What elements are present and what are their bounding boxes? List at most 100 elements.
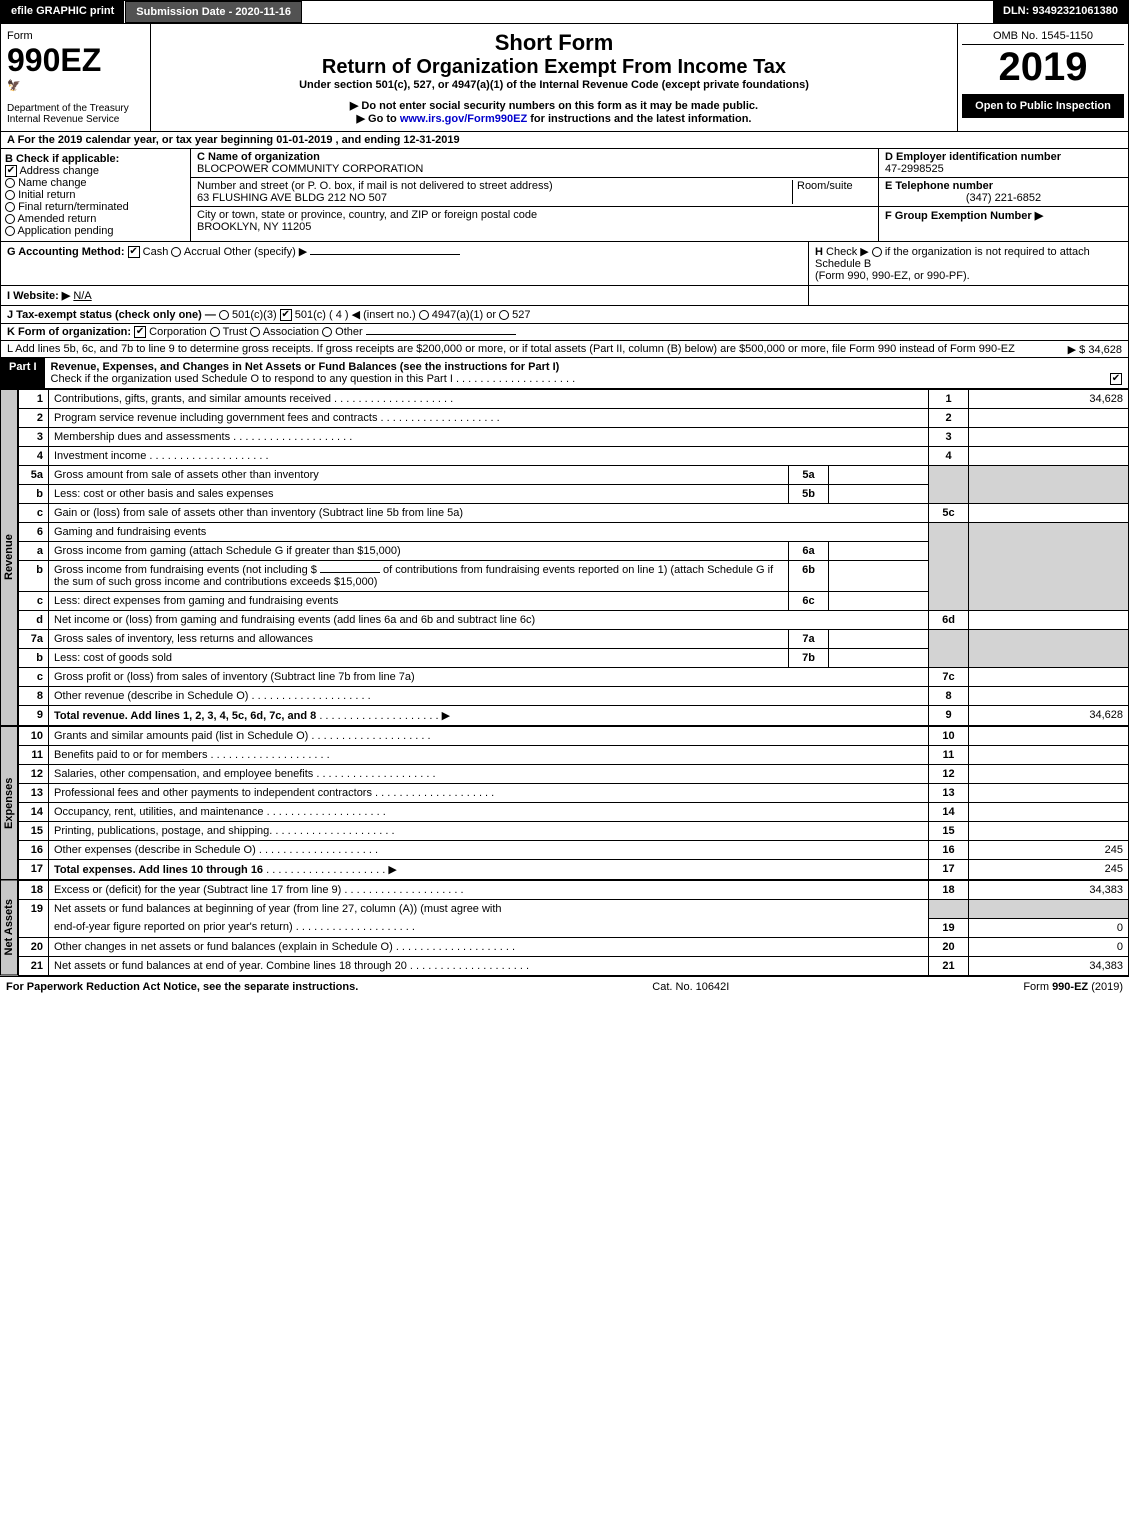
lno-7c: c — [19, 668, 49, 687]
lno-4: 4 — [19, 447, 49, 466]
amt-12 — [969, 765, 1129, 784]
line-6b-amount-input[interactable] — [320, 572, 380, 573]
line-7c-desc: Gross profit or (loss) from sales of inv… — [54, 671, 415, 683]
open-public-inspection: Open to Public Inspection — [962, 94, 1124, 118]
rno-11: 11 — [929, 746, 969, 765]
4947-label: 4947(a)(1) or — [432, 309, 496, 321]
street-value: 63 FLUSHING AVE BLDG 212 NO 507 — [197, 192, 792, 204]
amt-5c — [969, 504, 1129, 523]
toolbar-spacer — [302, 1, 993, 23]
lno-6a: a — [19, 542, 49, 561]
line-2-desc: Program service revenue including govern… — [54, 412, 377, 424]
line-l: L Add lines 5b, 6c, and 7b to line 9 to … — [0, 341, 1129, 358]
dots — [456, 373, 575, 385]
form-ref: Form 990-EZ (2019) — [1023, 981, 1123, 993]
checkbox-application-pending[interactable] — [5, 226, 15, 236]
line-6-desc: Gaming and fundraising events — [54, 526, 206, 538]
h-text3: (Form 990, 990-EZ, or 990-PF). — [815, 270, 970, 282]
form-of-org-label: K Form of organization: — [7, 326, 131, 338]
other-org-input[interactable] — [366, 334, 516, 335]
checkbox-trust[interactable] — [210, 327, 220, 337]
entity-info-block: B Check if applicable: Address change Na… — [0, 149, 1129, 242]
lno-21: 21 — [19, 956, 49, 975]
efile-print-button[interactable]: efile GRAPHIC print — [1, 1, 125, 23]
checkbox-amended-return[interactable] — [5, 214, 15, 224]
radio-527[interactable] — [499, 310, 509, 320]
rno-12: 12 — [929, 765, 969, 784]
subamt-6b — [829, 561, 929, 592]
box-def: D Employer identification number 47-2998… — [878, 149, 1128, 241]
lno-6d: d — [19, 611, 49, 630]
line-18-desc: Excess or (deficit) for the year (Subtra… — [54, 884, 341, 896]
subamt-7b — [829, 649, 929, 668]
527-label: 527 — [512, 309, 530, 321]
line-3-desc: Membership dues and assessments — [54, 431, 230, 443]
line-i: I Website: ▶ N/A — [0, 286, 1129, 306]
radio-501c3[interactable] — [219, 310, 229, 320]
other-specify-input[interactable] — [310, 254, 460, 255]
h-check-text: Check ▶ — [826, 246, 869, 258]
form-word: Form — [7, 30, 144, 42]
checkbox-schedule-o-used[interactable] — [1110, 373, 1122, 385]
line-13-desc: Professional fees and other payments to … — [54, 787, 372, 799]
line-4-desc: Investment income — [54, 450, 146, 462]
line-g-h: G Accounting Method: Cash Accrual Other … — [0, 242, 1129, 286]
checkbox-address-change[interactable] — [5, 165, 17, 177]
phone-label: E Telephone number — [885, 180, 1122, 192]
checkbox-cash[interactable] — [128, 246, 140, 258]
checkbox-corporation[interactable] — [134, 326, 146, 338]
checkbox-name-change[interactable] — [5, 178, 15, 188]
checkbox-initial-return[interactable] — [5, 190, 15, 200]
line-15-desc: Printing, publications, postage, and shi… — [54, 825, 272, 837]
city-label: City or town, state or province, country… — [197, 209, 872, 221]
rno-8: 8 — [929, 687, 969, 706]
main-title: Return of Organization Exempt From Incom… — [157, 56, 951, 79]
net-assets-table: 18 Excess or (deficit) for the year (Subt… — [18, 880, 1129, 976]
tax-year: 2019 — [962, 45, 1124, 90]
line-6d-desc: Net income or (loss) from gaming and fun… — [54, 614, 535, 626]
line-12-desc: Salaries, other compensation, and employ… — [54, 768, 313, 780]
name-change-label: Name change — [18, 177, 87, 189]
subamt-6c — [829, 592, 929, 611]
revenue-tab: Revenue — [0, 389, 18, 726]
amt-11 — [969, 746, 1129, 765]
radio-501c[interactable] — [280, 309, 292, 321]
expenses-section: Expenses 10Grants and similar amounts pa… — [0, 726, 1129, 880]
short-form-title: Short Form — [157, 30, 951, 56]
checkbox-schedule-b-not-required[interactable] — [872, 247, 882, 257]
radio-4947[interactable] — [419, 310, 429, 320]
line-21-desc: Net assets or fund balances at end of ye… — [54, 960, 407, 972]
city-value: BROOKLYN, NY 11205 — [197, 221, 872, 233]
checkbox-accrual[interactable] — [171, 247, 181, 257]
omb-number: OMB No. 1545-1150 — [962, 28, 1124, 45]
lno-18: 18 — [19, 881, 49, 900]
irs-link[interactable]: www.irs.gov/Form990EZ — [400, 113, 527, 125]
line-17-desc: Total expenses. Add lines 10 through 16 — [54, 864, 263, 876]
checkbox-association[interactable] — [250, 327, 260, 337]
part-i-check-text: Check if the organization used Schedule … — [51, 373, 453, 385]
lno-15: 15 — [19, 822, 49, 841]
website-value: N/A — [73, 290, 91, 302]
checkbox-final-return[interactable] — [5, 202, 15, 212]
rno-15: 15 — [929, 822, 969, 841]
sublno-7a: 7a — [789, 630, 829, 649]
amt-19: 0 — [969, 918, 1129, 937]
501c-label: 501(c) ( 4 ) ◀ (insert no.) — [295, 309, 416, 321]
rno-4: 4 — [929, 447, 969, 466]
org-name: BLOCPOWER COMMUNITY CORPORATION — [197, 163, 872, 175]
part-i-title: Revenue, Expenses, and Changes in Net As… — [51, 361, 560, 373]
line-19a-desc: Net assets or fund balances at beginning… — [54, 903, 502, 915]
line-9-desc: Total revenue. Add lines 1, 2, 3, 4, 5c,… — [54, 710, 316, 722]
lno-6b: b — [19, 561, 49, 592]
box-b-label: B Check if applicable: — [5, 153, 186, 165]
line-16-desc: Other expenses (describe in Schedule O) — [54, 844, 256, 856]
line-j: J Tax-exempt status (check only one) — 5… — [0, 306, 1129, 324]
checkbox-other-org[interactable] — [322, 327, 332, 337]
lno-14: 14 — [19, 803, 49, 822]
line-7b-desc: Less: cost of goods sold — [54, 652, 172, 664]
line-5c-desc: Gain or (loss) from sale of assets other… — [54, 507, 463, 519]
no-ssn-text: ▶ Do not enter social security numbers o… — [157, 99, 951, 112]
rno-14: 14 — [929, 803, 969, 822]
room-suite-label: Room/suite — [792, 180, 872, 204]
rno-16: 16 — [929, 841, 969, 860]
